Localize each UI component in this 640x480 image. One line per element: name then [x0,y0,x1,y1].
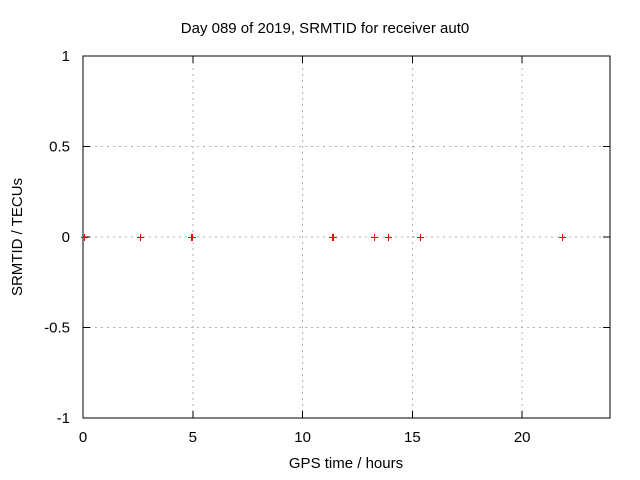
y-tick-label: -0.5 [44,320,70,337]
axis-layer: 0 5 10 15 20 -1 -0.5 0 0.5 1 [44,48,611,446]
x-tick-label: 0 [79,429,87,446]
x-tick-label: 5 [189,429,197,446]
data-point-marker [189,234,196,241]
data-point-marker [330,234,337,241]
data-point-marker [81,234,88,241]
y-tick-label: 1 [62,48,70,65]
y-tick-label: 0 [62,229,70,246]
data-point-marker [137,234,144,241]
x-tick-label: 20 [514,429,531,446]
y-axis-label: SRMTID / TECUs [9,178,26,296]
data-point-marker [385,234,392,241]
data-point-marker [559,234,566,241]
data-points-layer [81,234,566,241]
grid-layer [83,56,610,418]
data-point-marker [371,234,378,241]
x-tick-label: 15 [404,429,421,446]
chart-title: Day 089 of 2019, SRMTID for receiver aut… [181,20,469,37]
x-tick-label: 10 [294,429,311,446]
data-point-marker [417,234,424,241]
y-tick-label: -1 [57,410,70,427]
x-axis-label: GPS time / hours [289,455,403,472]
y-tick-label: 0.5 [49,139,70,156]
